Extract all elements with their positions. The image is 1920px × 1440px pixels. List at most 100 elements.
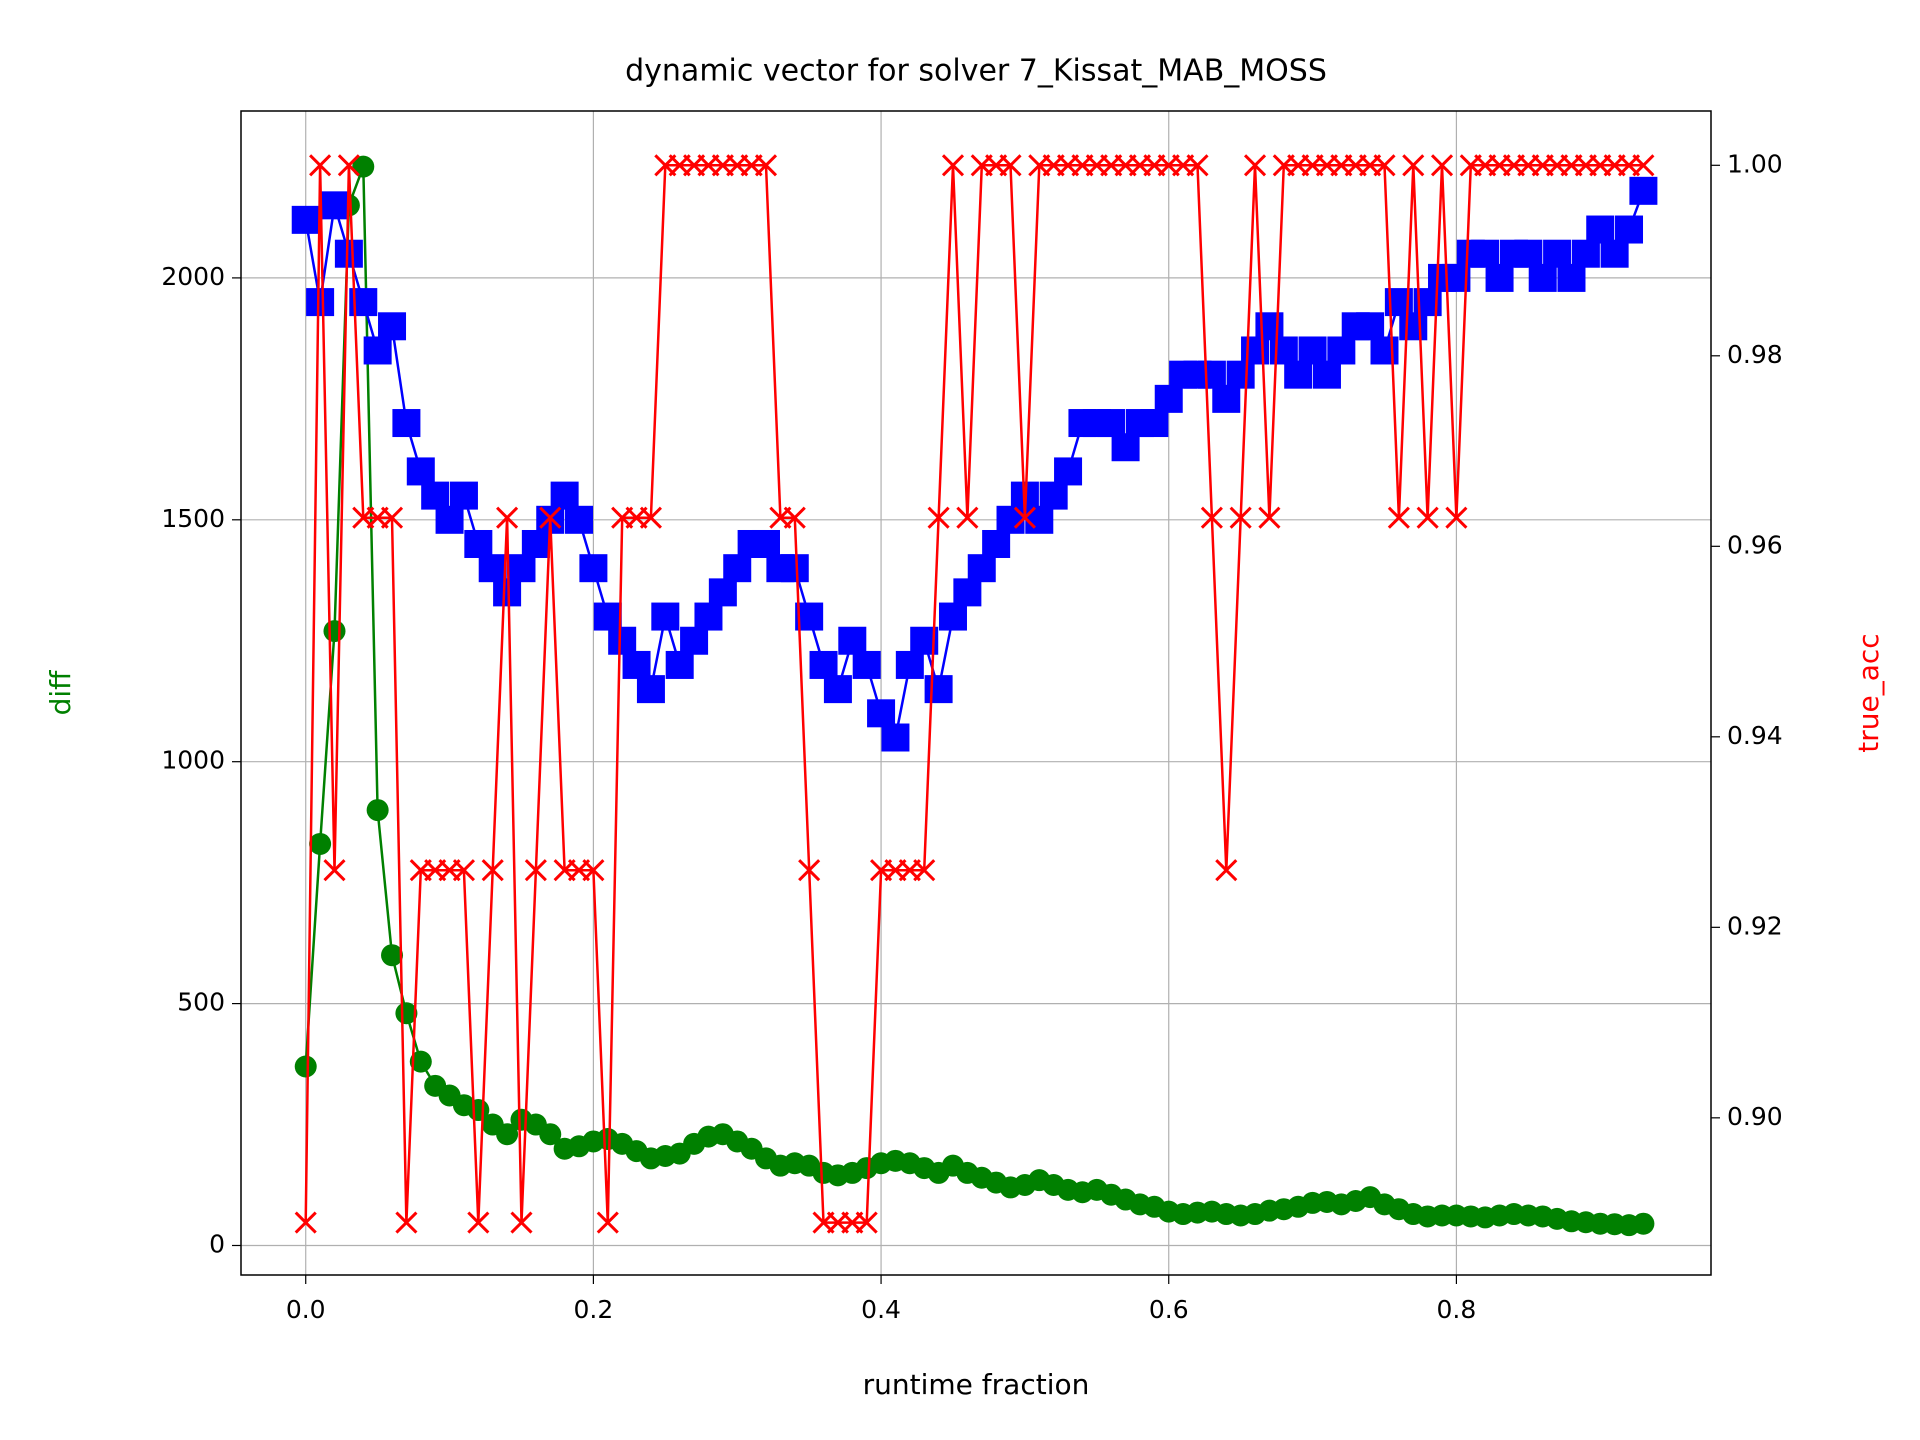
marker (323, 620, 346, 643)
marker (754, 154, 778, 177)
marker (481, 859, 504, 882)
marker (521, 529, 550, 558)
marker (1255, 312, 1284, 341)
marker (651, 602, 680, 631)
marker (1543, 239, 1572, 268)
marker (1632, 1212, 1655, 1235)
marker (582, 859, 605, 882)
marker (409, 1050, 432, 1073)
marker (895, 650, 924, 679)
marker (496, 1123, 519, 1146)
marker (493, 578, 522, 607)
x-tick-label: 0.0 (286, 1295, 326, 1324)
y2-tick-label: 0.94 (1727, 721, 1783, 750)
marker (639, 506, 662, 529)
marker (1284, 360, 1313, 389)
marker (496, 506, 519, 529)
marker (1111, 433, 1140, 462)
marker (1039, 481, 1068, 510)
marker (913, 859, 936, 882)
marker (852, 650, 881, 679)
y-tick-label: 2000 (161, 262, 225, 291)
marker (881, 723, 910, 752)
marker (380, 506, 404, 529)
x-tick-label: 0.2 (574, 1295, 614, 1324)
marker (1571, 239, 1600, 268)
marker (1327, 336, 1356, 365)
marker (723, 554, 752, 583)
marker (507, 554, 536, 583)
marker (1387, 506, 1410, 529)
x-tick-label: 0.4 (861, 1295, 901, 1324)
marker (1298, 336, 1327, 365)
marker (539, 1123, 562, 1146)
marker (867, 699, 896, 728)
marker (1226, 360, 1255, 389)
marker (838, 626, 867, 655)
marker (1154, 384, 1183, 413)
y2-tick-label: 0.90 (1727, 1102, 1783, 1131)
marker (1471, 239, 1500, 268)
marker (708, 578, 737, 607)
marker (421, 481, 450, 510)
marker (294, 1211, 317, 1234)
marker (1312, 360, 1341, 389)
y-tick-label: 1000 (161, 746, 225, 775)
marker (1097, 409, 1126, 438)
marker (1013, 506, 1036, 529)
marker (1402, 154, 1425, 177)
marker (956, 506, 979, 529)
marker (435, 505, 464, 534)
marker (1600, 239, 1629, 268)
marker (798, 859, 821, 882)
marker (938, 602, 967, 631)
marker (1430, 154, 1454, 177)
plot-frame (240, 110, 1712, 1276)
marker (636, 675, 665, 704)
x-axis-label: runtime fraction (863, 1368, 1090, 1401)
marker (982, 529, 1011, 558)
marker (1243, 154, 1267, 177)
marker (565, 505, 594, 534)
marker (1615, 215, 1644, 244)
marker (395, 1211, 418, 1234)
marker (924, 675, 953, 704)
marker (694, 602, 723, 631)
x-tick-label: 0.8 (1437, 1295, 1477, 1324)
marker (378, 312, 407, 341)
marker (1269, 336, 1298, 365)
marker (323, 859, 346, 882)
marker (1212, 384, 1241, 413)
y2-tick-label: 0.92 (1727, 911, 1783, 940)
marker (449, 481, 478, 510)
marker (809, 650, 838, 679)
marker (366, 799, 389, 822)
x-tick-label: 0.6 (1149, 1295, 1189, 1324)
marker (593, 602, 622, 631)
chart-title: dynamic vector for solver 7_Kissat_MAB_M… (625, 54, 1327, 89)
marker (1200, 506, 1223, 529)
marker (452, 859, 476, 882)
marker (1528, 263, 1557, 292)
marker (1229, 506, 1252, 529)
marker (1025, 505, 1054, 534)
y-axis-label: diff (44, 670, 77, 716)
marker (1632, 154, 1655, 177)
marker (1416, 506, 1439, 529)
y2-tick-label: 0.96 (1727, 530, 1783, 559)
marker (1197, 360, 1226, 389)
marker (392, 409, 421, 438)
marker (1370, 336, 1399, 365)
marker (996, 505, 1025, 534)
marker (309, 154, 332, 177)
marker (953, 578, 982, 607)
marker (665, 650, 694, 679)
y2-tick-label: 1.00 (1727, 149, 1783, 178)
marker (1557, 263, 1586, 292)
marker (1586, 215, 1615, 244)
marker (1258, 506, 1281, 529)
marker (510, 1211, 533, 1234)
marker (294, 1055, 317, 1078)
marker (579, 554, 608, 583)
